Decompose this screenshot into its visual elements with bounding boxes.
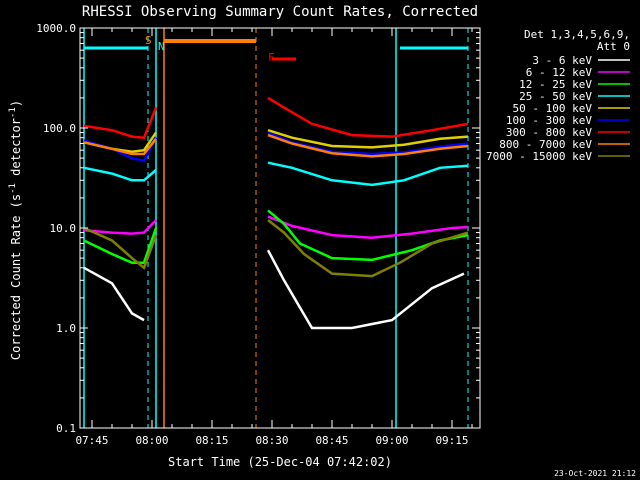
series-line-2-seg2 bbox=[267, 209, 469, 262]
legend-header-0: Det 1,3,4,5,6,9, bbox=[524, 28, 630, 41]
series-line-1-seg1 bbox=[83, 219, 157, 235]
legend-label-0: 3 - 6 keV bbox=[532, 54, 592, 67]
x-tick-label-2: 08:15 bbox=[195, 434, 228, 447]
series-line-0-seg1 bbox=[83, 266, 145, 322]
ylabel-sup2: -1 bbox=[8, 107, 18, 118]
legend-label-1: 6 - 12 keV bbox=[526, 66, 593, 79]
legend-label-7: 800 - 7000 keV bbox=[499, 138, 592, 151]
marker-s: S bbox=[145, 34, 152, 47]
series-line-3-seg1 bbox=[83, 166, 157, 182]
series-line-7-seg2 bbox=[267, 133, 469, 158]
series-line-6-seg1 bbox=[83, 107, 158, 140]
x-tick-label-0: 07:45 bbox=[75, 434, 108, 447]
series-line-8-seg1 bbox=[83, 226, 158, 270]
series-line-0-seg2 bbox=[266, 249, 465, 330]
ylabel-mid: detector bbox=[9, 118, 23, 183]
legend-label-3: 25 - 50 keV bbox=[519, 90, 592, 103]
ylabel-main: Corrected Count Rate (s bbox=[9, 194, 23, 360]
legend-label-5: 100 - 300 keV bbox=[506, 114, 592, 127]
series-line-7-seg1 bbox=[83, 138, 157, 156]
series-line-2-seg1 bbox=[83, 227, 158, 264]
ylabel-sup1: -1 bbox=[8, 183, 18, 194]
legend-label-8: 7000 - 15000 keV bbox=[486, 150, 592, 163]
y-tick-label-0: 0.1 bbox=[56, 422, 76, 435]
y-tick-label-4: 1000.0 bbox=[36, 22, 76, 35]
legend-header-1: Att 0 bbox=[597, 40, 630, 53]
series-line-1-seg2 bbox=[267, 215, 469, 239]
y-tick-label-1: 1.0 bbox=[56, 322, 76, 335]
legend-label-4: 50 - 100 keV bbox=[513, 102, 593, 115]
x-tick-label-6: 09:15 bbox=[435, 434, 468, 447]
series-line-8-seg2 bbox=[267, 219, 469, 278]
x-tick-label-4: 08:45 bbox=[315, 434, 348, 447]
x-axis-label: Start Time (25-Dec-04 07:42:02) bbox=[168, 455, 392, 469]
legend-label-6: 300 - 800 keV bbox=[506, 126, 592, 139]
y-tick-label-3: 100.0 bbox=[43, 122, 76, 135]
y-tick-label-2: 10.0 bbox=[50, 222, 77, 235]
marker-f: F bbox=[268, 51, 275, 64]
svg-text:Corrected Count Rate (s-1 dete: Corrected Count Rate (s-1 detector-1) bbox=[8, 100, 23, 360]
series-line-6-seg2 bbox=[267, 96, 469, 138]
ylabel-end: ) bbox=[9, 100, 23, 107]
legend-label-2: 12 - 25 keV bbox=[519, 78, 592, 91]
marker-n: N bbox=[158, 40, 165, 53]
series-line-4-seg2 bbox=[267, 129, 469, 149]
series-line-3-seg2 bbox=[267, 161, 469, 187]
y-axis-label: Corrected Count Rate (s-1 detector-1) bbox=[8, 100, 23, 360]
x-tick-label-3: 08:30 bbox=[255, 434, 288, 447]
x-tick-label-1: 08:00 bbox=[135, 434, 168, 447]
chart-title: RHESSI Observing Summary Count Rates, Co… bbox=[82, 4, 478, 20]
x-tick-label-5: 09:00 bbox=[375, 434, 408, 447]
footer-date: 23-Oct-2021 21:12 bbox=[554, 469, 636, 478]
